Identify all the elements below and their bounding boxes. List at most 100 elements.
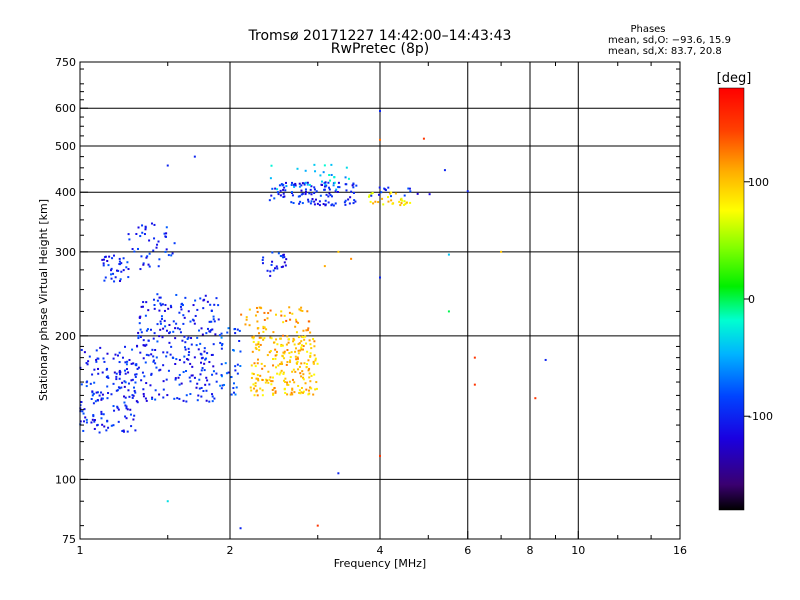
data-point — [123, 385, 126, 388]
data-point — [133, 250, 136, 253]
data-point — [84, 416, 87, 419]
data-point — [283, 195, 286, 198]
data-point — [220, 363, 223, 366]
data-point — [110, 273, 113, 276]
data-point — [273, 386, 276, 389]
data-point — [268, 199, 271, 202]
data-point — [102, 258, 105, 261]
data-point — [351, 184, 354, 187]
data-point — [269, 309, 272, 312]
data-point — [147, 309, 150, 312]
data-point — [236, 372, 239, 375]
grid-lines — [80, 62, 680, 539]
data-point — [133, 389, 136, 392]
data-point — [131, 394, 134, 397]
data-point — [197, 348, 200, 351]
data-point — [303, 182, 306, 185]
data-point — [264, 381, 267, 384]
data-point — [211, 400, 214, 403]
data-point — [132, 418, 135, 421]
data-point — [106, 385, 109, 388]
data-point — [300, 306, 303, 309]
data-point — [177, 376, 180, 379]
data-point — [96, 399, 99, 402]
data-point — [400, 197, 403, 200]
data-point — [217, 304, 220, 307]
data-point — [239, 527, 242, 530]
data-point — [95, 391, 98, 394]
data-point — [333, 181, 336, 184]
data-point — [178, 373, 181, 376]
data-point — [80, 383, 83, 386]
data-point — [235, 386, 238, 389]
data-point — [198, 387, 201, 390]
data-point — [350, 190, 353, 193]
data-point — [257, 341, 260, 344]
data-point — [100, 398, 103, 401]
data-point — [146, 255, 149, 258]
data-point — [121, 381, 124, 384]
data-point — [257, 332, 260, 335]
data-point — [200, 361, 203, 364]
data-point — [327, 181, 330, 184]
data-point — [196, 382, 199, 385]
data-point — [275, 265, 278, 268]
data-point — [332, 204, 335, 207]
data-point — [332, 184, 335, 187]
data-point — [297, 368, 300, 371]
data-point — [130, 425, 133, 428]
data-point — [263, 311, 266, 314]
data-point — [293, 183, 296, 186]
data-point — [137, 331, 140, 334]
data-point — [123, 401, 126, 404]
data-point — [195, 386, 198, 389]
data-point — [282, 371, 285, 374]
data-point — [312, 362, 315, 365]
x-tick-label: 1 — [77, 544, 84, 557]
x-tick-label: 16 — [673, 544, 687, 557]
data-point — [276, 267, 279, 270]
data-point — [344, 203, 347, 206]
data-point — [274, 348, 277, 351]
data-point — [115, 269, 118, 272]
colorbar — [718, 87, 745, 511]
data-point — [230, 376, 233, 379]
data-point — [174, 327, 177, 330]
data-point — [185, 394, 188, 397]
data-point — [344, 176, 347, 179]
data-point — [303, 183, 306, 186]
data-point — [134, 429, 137, 432]
data-point — [142, 388, 145, 391]
data-point — [82, 420, 85, 423]
data-point — [275, 313, 278, 316]
data-point — [307, 393, 310, 396]
data-point — [141, 224, 144, 227]
data-point — [224, 362, 227, 365]
data-point — [117, 269, 120, 272]
data-point — [348, 202, 351, 205]
data-point — [85, 421, 88, 424]
data-point — [261, 389, 264, 392]
data-point — [189, 362, 192, 365]
data-point — [282, 253, 285, 256]
data-point — [330, 163, 333, 166]
data-point — [220, 336, 223, 339]
data-point — [302, 373, 305, 376]
data-point — [274, 354, 277, 357]
data-point — [391, 202, 394, 205]
data-point — [287, 383, 290, 386]
data-point — [473, 383, 476, 386]
data-point — [306, 181, 309, 184]
data-point — [101, 258, 104, 261]
data-point — [288, 352, 291, 355]
data-point — [239, 365, 242, 368]
data-point — [370, 192, 373, 195]
data-point — [280, 314, 283, 317]
data-point — [226, 331, 229, 334]
data-point — [282, 321, 285, 324]
data-point — [187, 310, 190, 313]
data-point — [186, 337, 189, 340]
data-point — [278, 373, 281, 376]
data-point — [466, 190, 469, 193]
data-point — [300, 386, 303, 389]
